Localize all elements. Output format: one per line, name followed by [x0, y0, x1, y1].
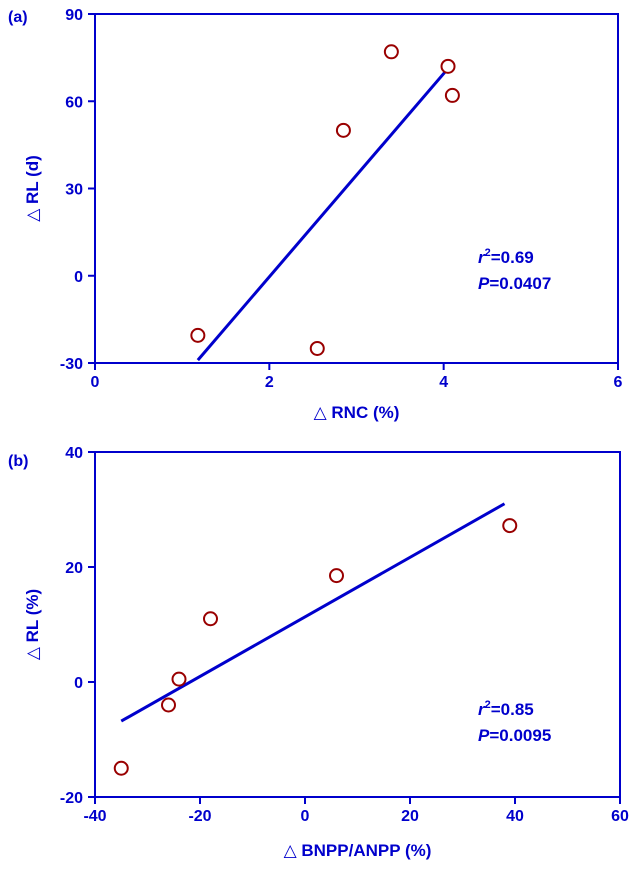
regression-line [196, 62, 454, 362]
x-tick-label: -40 [83, 808, 106, 825]
y-tick-label: -30 [60, 356, 83, 373]
r-value: =0.69 [491, 248, 534, 267]
data-point [113, 760, 129, 776]
regression-line [120, 502, 506, 723]
p-value-annotation: P=0.0407 [478, 274, 551, 293]
r-symbol: r [478, 248, 486, 267]
p-symbol: P [478, 274, 490, 293]
panel-label: (a) [8, 9, 28, 26]
data-point [502, 518, 518, 534]
data-point [329, 568, 344, 584]
x-axis-title: △ BNPP/ANPP (%) [284, 841, 432, 860]
r-value: =0.85 [491, 700, 534, 719]
data-point [383, 44, 399, 60]
x-tick-label: 20 [401, 808, 419, 825]
data-point [335, 122, 351, 138]
data-point [171, 671, 187, 687]
x-tick-label: 40 [506, 808, 524, 825]
y-tick-label: 20 [65, 560, 83, 577]
r-squared-annotation: r2=0.69 [478, 247, 534, 267]
y-tick-label: 90 [65, 7, 83, 24]
x-axis-title: △ RNC (%) [314, 403, 400, 422]
y-tick-label: 30 [65, 182, 83, 199]
y-tick-label: 0 [74, 269, 83, 286]
y-axis-title: △ RL (%) [23, 589, 42, 660]
x-tick-label: 0 [91, 374, 100, 391]
y-axis-title: △ RL (d) [23, 155, 42, 222]
r-exponent: 2 [485, 699, 491, 711]
data-point [309, 340, 325, 356]
x-tick-label: 4 [439, 374, 448, 391]
data-point [190, 327, 206, 343]
x-tick-label: 0 [301, 808, 310, 825]
data-point [444, 87, 460, 103]
panel-label: (b) [8, 453, 28, 470]
x-tick-label: 60 [611, 808, 629, 825]
p-symbol: P [478, 726, 490, 745]
p-value: =0.0095 [489, 726, 551, 745]
plot-frame [94, 13, 619, 364]
y-tick-label: 60 [65, 94, 83, 111]
r-symbol: r [478, 700, 486, 719]
plot-frame [94, 451, 621, 798]
y-tick-label: 40 [65, 445, 83, 462]
p-value-annotation: P=0.0095 [478, 726, 551, 745]
y-tick-label: 0 [74, 675, 83, 692]
y-tick-label: -20 [60, 790, 83, 807]
p-value: =0.0407 [489, 274, 551, 293]
x-tick-label: 2 [265, 374, 274, 391]
data-point [161, 697, 176, 713]
r-squared-annotation: r2=0.85 [478, 699, 534, 719]
r-exponent: 2 [485, 247, 491, 259]
data-point [203, 611, 218, 627]
x-tick-label: 6 [614, 374, 623, 391]
data-point [440, 58, 456, 74]
x-tick-label: -20 [188, 808, 211, 825]
